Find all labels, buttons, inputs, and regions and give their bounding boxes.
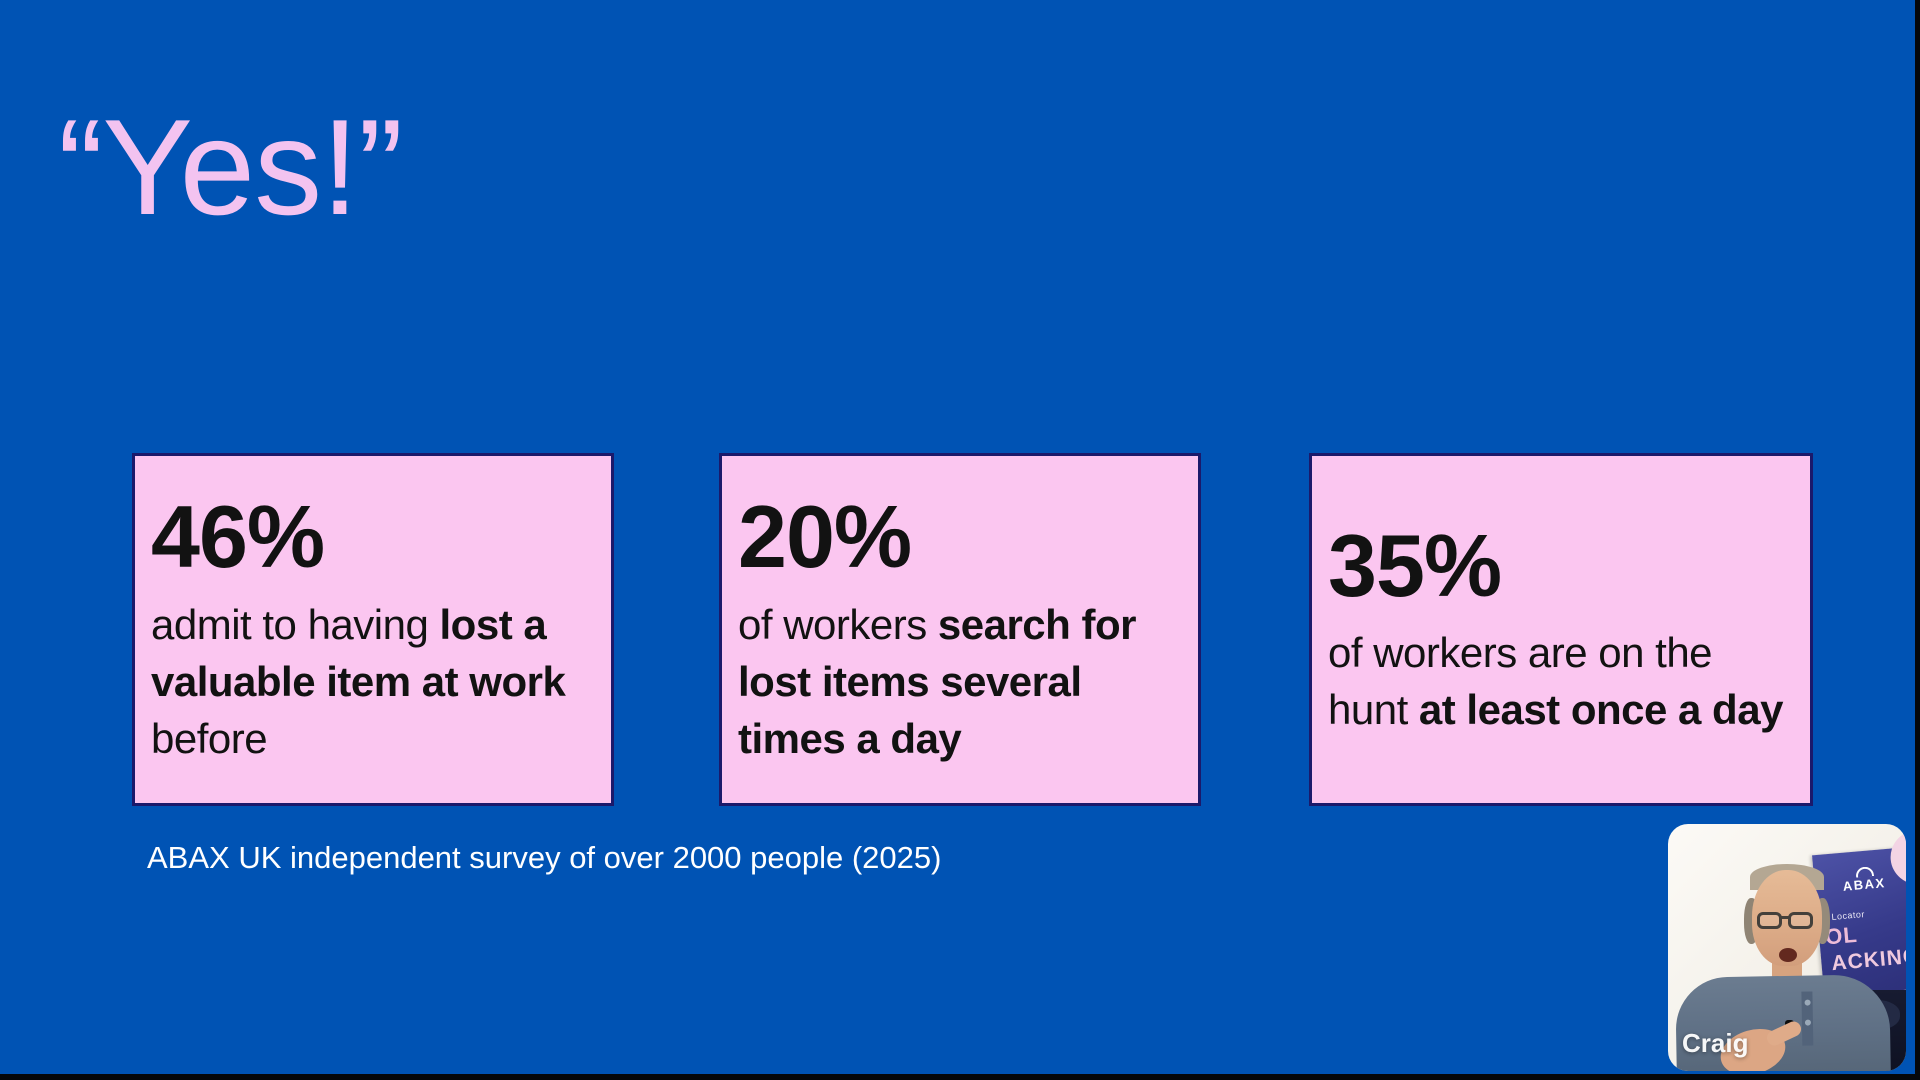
stat-card-once-a-day: 35% of workers are on the hunt at least … (1309, 453, 1813, 806)
shirt-button (1804, 1019, 1811, 1026)
stat-card-search-several-times: 20% of workers search for lost items sev… (719, 453, 1201, 806)
window-edge (1915, 0, 1920, 1080)
presenter-glasses (1757, 912, 1819, 932)
stat-value: 20% (738, 486, 912, 586)
survey-source-caption: ABAX UK independent survey of over 2000 … (147, 840, 942, 875)
webcam-video-tile[interactable]: ABAX Locator OL ACKING (1668, 824, 1906, 1071)
stat-card-lost-item: 46% admit to having lost a valuable item… (132, 453, 614, 806)
stat-text: admit to having lost a valuable item at … (151, 600, 566, 762)
shirt-button (1804, 999, 1811, 1006)
stat-value: 35% (1328, 515, 1502, 615)
glasses-lens (1788, 912, 1813, 929)
slide-title: “Yes!” (58, 91, 403, 243)
window-edge (0, 1074, 1920, 1080)
presenter-mouth (1779, 948, 1797, 962)
glasses-bridge (1781, 916, 1789, 919)
stat-text: of workers search for lost items several… (738, 600, 1136, 762)
stat-text: of workers are on the hunt at least once… (1328, 629, 1783, 734)
stat-value: 46% (151, 486, 325, 586)
presenter-person (1668, 824, 1906, 1071)
glasses-lens (1757, 912, 1782, 929)
webcam-name-label: Craig (1682, 1028, 1749, 1058)
